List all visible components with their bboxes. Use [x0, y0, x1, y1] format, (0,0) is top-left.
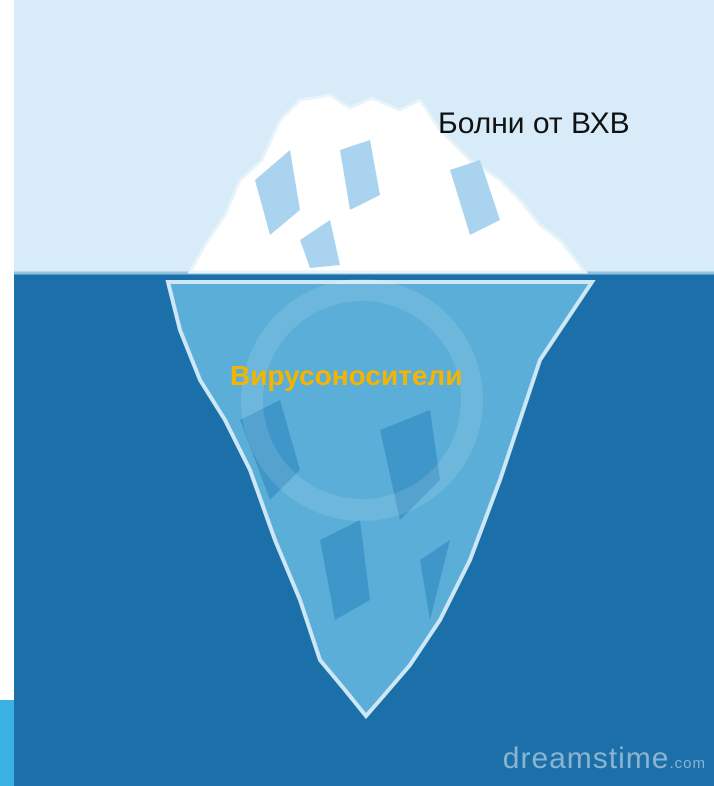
- underwater-label: Вирусоносители: [230, 360, 462, 392]
- watermark-suffix: .com: [669, 755, 706, 772]
- side-strip: [0, 700, 14, 786]
- top-label: Болни от ВХВ: [438, 107, 630, 141]
- watermark-brand: dreamstime: [503, 742, 670, 775]
- watermark: dreamstime.com: [503, 742, 706, 776]
- slide: Болни от ВХВ Вирусоносители dreamstime.c…: [0, 0, 714, 786]
